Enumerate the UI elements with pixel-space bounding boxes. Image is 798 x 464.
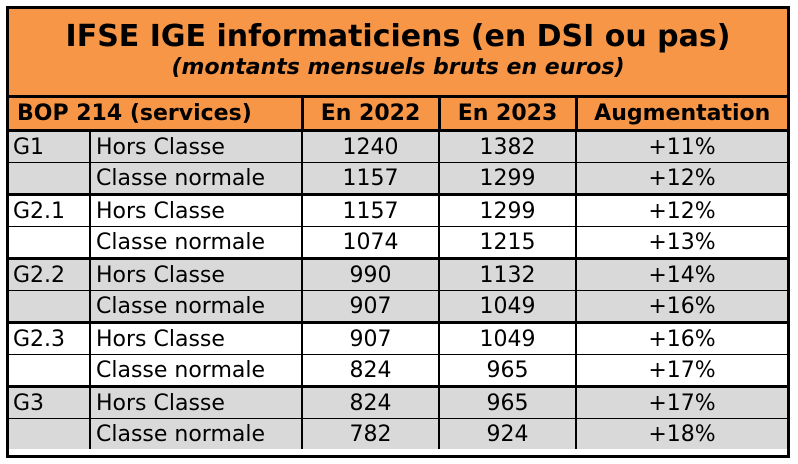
header-bop: BOP 214 (services): [9, 98, 302, 132]
amount-2023-cell: 1215: [438, 226, 576, 259]
table-title: IFSE IGE informaticiens (en DSI ou pas): [65, 19, 731, 54]
amount-2022-cell: 824: [301, 354, 439, 387]
table-row: Classe normale 824 965 +17%: [9, 354, 787, 387]
classe-cell: Hors Classe: [89, 257, 302, 291]
grade-cell: [9, 418, 90, 449]
amount-2023-cell: 1132: [438, 257, 576, 291]
grade-cell: G1: [9, 130, 90, 163]
classe-cell: Classe normale: [89, 418, 302, 449]
grade-cell: G2.1: [9, 193, 90, 227]
ifse-table-frame: IFSE IGE informaticiens (en DSI ou pas) …: [6, 6, 790, 458]
classe-cell: Hors Classe: [89, 193, 302, 227]
header-augmentation: Augmentation: [574, 98, 787, 132]
table-subtitle: (montants mensuels bruts en euros): [171, 55, 625, 80]
grade-cell: G3: [9, 385, 90, 419]
amount-2023-cell: 1049: [438, 290, 576, 323]
classe-cell: Classe normale: [89, 226, 302, 259]
augmentation-cell: +11%: [575, 130, 787, 163]
amount-2022-cell: 907: [301, 321, 439, 355]
header-2022: En 2022: [300, 98, 439, 132]
augmentation-cell: +17%: [575, 354, 787, 387]
augmentation-cell: +14%: [575, 257, 787, 291]
classe-cell: Classe normale: [89, 162, 302, 195]
table-row: G2.3 Hors Classe 907 1049 +16%: [9, 321, 787, 355]
grade-cell: [9, 162, 90, 195]
table-row: G1 Hors Classe 1240 1382 +11%: [9, 130, 787, 163]
augmentation-cell: +16%: [575, 290, 787, 323]
amount-2022-cell: 907: [301, 290, 439, 323]
amount-2023-cell: 1299: [438, 193, 576, 227]
augmentation-cell: +17%: [575, 385, 787, 419]
table-row: Classe normale 1157 1299 +12%: [9, 162, 787, 195]
grade-cell: G2.3: [9, 321, 90, 355]
grade-cell: G2.2: [9, 257, 90, 291]
header-row: BOP 214 (services) En 2022 En 2023 Augme…: [9, 98, 787, 132]
table-row: G2.1 Hors Classe 1157 1299 +12%: [9, 193, 787, 227]
amount-2022-cell: 824: [301, 385, 439, 419]
amount-2022-cell: 1074: [301, 226, 439, 259]
grade-cell: [9, 290, 90, 323]
classe-cell: Hors Classe: [89, 385, 302, 419]
amount-2022-cell: 1240: [301, 130, 439, 163]
table-row: Classe normale 907 1049 +16%: [9, 290, 787, 323]
amount-2022-cell: 990: [301, 257, 439, 291]
augmentation-cell: +12%: [575, 193, 787, 227]
classe-cell: Classe normale: [89, 354, 302, 387]
amount-2023-cell: 924: [438, 418, 576, 449]
augmentation-cell: +13%: [575, 226, 787, 259]
title-block: IFSE IGE informaticiens (en DSI ou pas) …: [9, 9, 787, 98]
header-2023: En 2023: [437, 98, 576, 132]
augmentation-cell: +12%: [575, 162, 787, 195]
amount-2023-cell: 965: [438, 385, 576, 419]
augmentation-cell: +16%: [575, 321, 787, 355]
ifse-amounts-table: BOP 214 (services) En 2022 En 2023 Augme…: [9, 98, 787, 449]
amount-2023-cell: 1382: [438, 130, 576, 163]
amount-2022-cell: 1157: [301, 193, 439, 227]
amount-2023-cell: 1049: [438, 321, 576, 355]
table-row: G2.2 Hors Classe 990 1132 +14%: [9, 257, 787, 291]
amount-2022-cell: 782: [301, 418, 439, 449]
classe-cell: Classe normale: [89, 290, 302, 323]
table-row: Classe normale 782 924 +18%: [9, 418, 787, 449]
grade-cell: [9, 226, 90, 259]
amount-2023-cell: 1299: [438, 162, 576, 195]
classe-cell: Hors Classe: [89, 130, 302, 163]
classe-cell: Hors Classe: [89, 321, 302, 355]
grade-cell: [9, 354, 90, 387]
table-row: G3 Hors Classe 824 965 +17%: [9, 385, 787, 419]
table-row: Classe normale 1074 1215 +13%: [9, 226, 787, 259]
amount-2023-cell: 965: [438, 354, 576, 387]
amount-2022-cell: 1157: [301, 162, 439, 195]
augmentation-cell: +18%: [575, 418, 787, 449]
table-body: G1 Hors Classe 1240 1382 +11% Classe normale 1…: [9, 130, 787, 449]
